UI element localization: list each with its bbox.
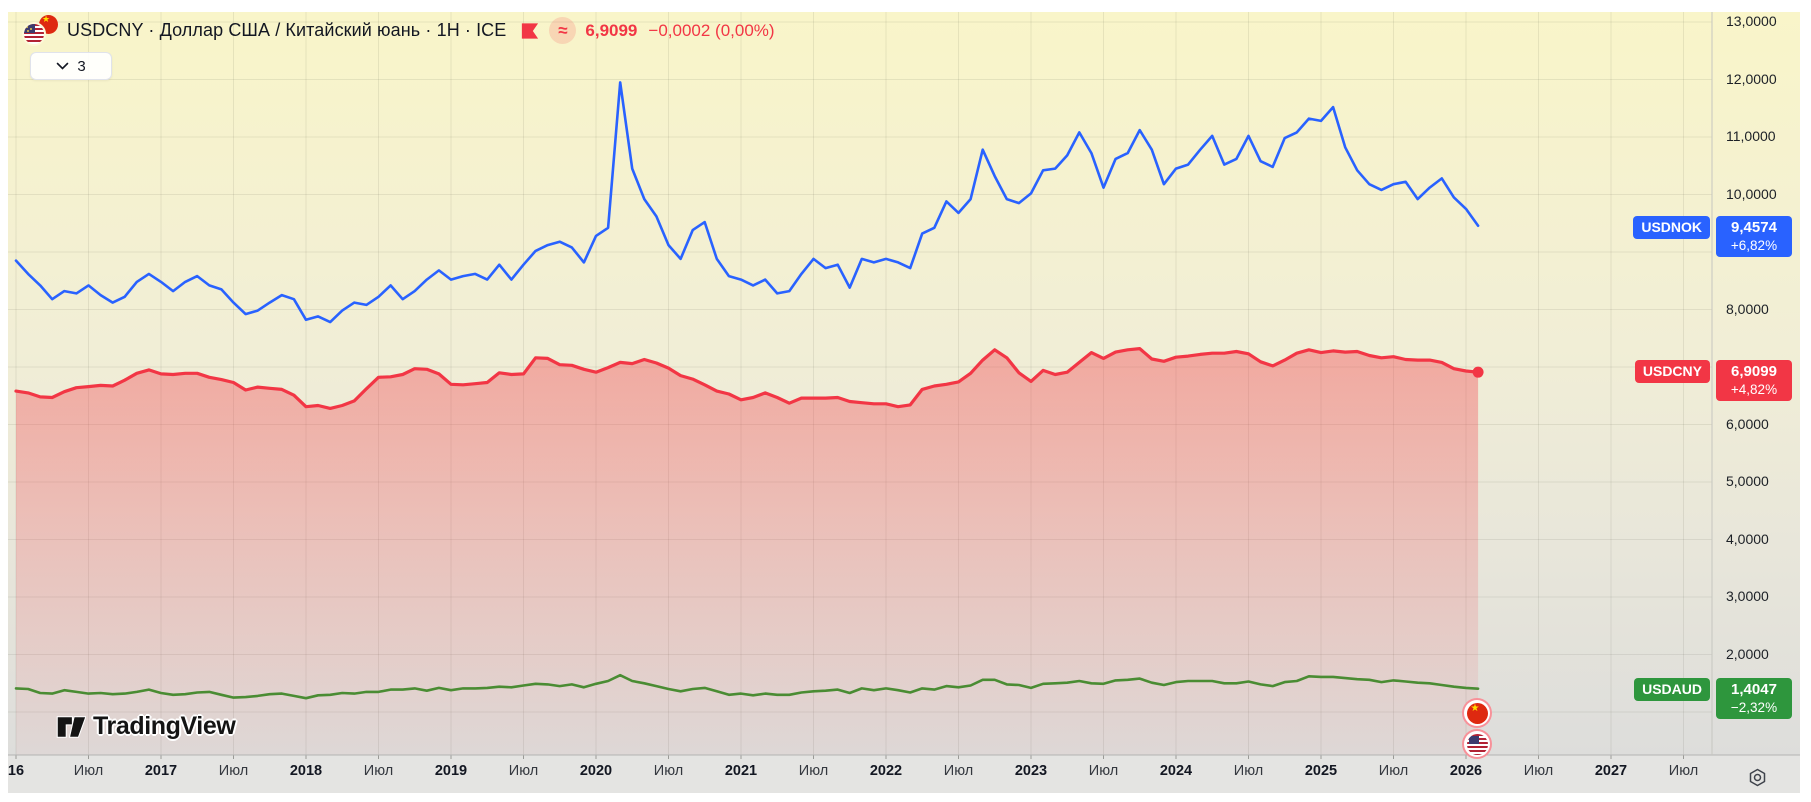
price-axis-label: 12,0000 xyxy=(1726,70,1777,87)
time-axis-label: 2019 xyxy=(434,763,468,779)
time-axis-label: 2025 xyxy=(1304,763,1338,779)
line-usdaud xyxy=(14,673,1480,700)
series-last-price: 9,4574 xyxy=(1731,219,1777,236)
series-last-price: 6,9099 xyxy=(1731,363,1777,380)
us-flag-icon xyxy=(22,22,46,46)
market-closed-flag-icon[interactable] xyxy=(519,20,540,42)
price-axis-label: 11,0000 xyxy=(1726,128,1776,144)
line-usdcny xyxy=(14,347,1480,410)
indicators-count: 3 xyxy=(77,57,86,75)
last-price: 6,9099 xyxy=(585,20,638,40)
time-axis-label: 2027 xyxy=(1594,763,1628,779)
symbol-title[interactable]: USDCNY · Доллар США / Китайский юань · 1… xyxy=(67,20,507,40)
price-axis-label: 3,0000 xyxy=(1726,588,1769,604)
series-change-pct: +4,82% xyxy=(1730,382,1778,397)
price-axis-label: 8,0000 xyxy=(1726,300,1769,317)
time-axis-label: Июл xyxy=(73,763,104,779)
price-axis-label: 4,0000 xyxy=(1726,530,1769,547)
compare-flag-us-icon[interactable] xyxy=(1462,729,1492,759)
time-axis[interactable]: 16 Июл 2017 Июл 2018 Июл 2019 Июл 2020 Июл 2021 Июл… xyxy=(0,763,1811,785)
time-axis-label: 16 xyxy=(7,763,25,779)
time-axis-label: Июл xyxy=(1088,763,1119,779)
indicators-collapse-button[interactable]: 3 xyxy=(30,52,112,80)
price-axis-label: 5,0000 xyxy=(1726,473,1769,489)
price-axis-label: 6,0000 xyxy=(1726,415,1769,432)
series-name-tag[interactable]: USDNOK xyxy=(1633,216,1710,239)
time-axis-label: Июл xyxy=(363,763,394,779)
scale-settings-gear-icon[interactable] xyxy=(1748,768,1767,792)
time-axis-label: 2026 xyxy=(1449,763,1483,779)
line-usdnok xyxy=(14,81,1480,324)
series-value-tag[interactable]: 9,4574 +6,82% xyxy=(1716,216,1792,257)
time-axis-label: Июл xyxy=(943,763,974,779)
time-axis-label: 2020 xyxy=(579,763,613,779)
compare-flag-cn-icon[interactable]: ★ xyxy=(1462,698,1492,728)
time-axis-label: 2024 xyxy=(1159,763,1193,779)
time-axis-label: 2023 xyxy=(1014,763,1048,779)
time-axis-label: Июл xyxy=(1523,763,1554,779)
series-change-pct: +6,82% xyxy=(1730,238,1778,253)
time-axis-strip[interactable] xyxy=(8,755,1800,793)
tradingview-logo-mark-icon xyxy=(56,715,86,738)
chevron-down-icon xyxy=(57,62,69,70)
approx-badge-icon[interactable]: ≈ xyxy=(549,17,577,44)
area-fill-usdcny xyxy=(16,348,1479,755)
price-axis-label: 2,0000 xyxy=(1726,645,1769,662)
tradingview-logo-text: TradingView xyxy=(93,712,236,740)
series-last-price: 1,4047 xyxy=(1731,681,1777,698)
time-axis-label: Июл xyxy=(218,763,249,779)
series-value-tag[interactable]: 6,9099 +4,82% xyxy=(1716,360,1792,401)
time-axis-label: 2022 xyxy=(869,763,903,779)
time-axis-label: 2021 xyxy=(724,763,758,779)
symbol-header: ★ USDCNY · Доллар США / Китайский юань ·… xyxy=(22,15,775,46)
series-name-tag[interactable]: USDAUD xyxy=(1634,678,1710,701)
time-axis-label: 2018 xyxy=(289,763,323,779)
time-axis-label: Июл xyxy=(1378,763,1409,779)
last-price-dot xyxy=(1472,366,1484,378)
time-axis-label: Июл xyxy=(798,763,829,779)
time-axis-label: Июл xyxy=(1233,763,1264,779)
time-axis-label: 2017 xyxy=(144,763,178,779)
price-axis-label: 13,0000 xyxy=(1726,13,1777,29)
price-axis-label: 10,0000 xyxy=(1726,185,1777,202)
price-change: −0,0002 (0,00%) xyxy=(648,20,775,40)
time-axis-label: Июл xyxy=(1668,763,1699,779)
series-change-pct: −2,32% xyxy=(1730,700,1778,715)
series-value-tag[interactable]: 1,4047 −2,32% xyxy=(1716,678,1792,719)
tradingview-logo[interactable]: TradingView xyxy=(56,712,236,741)
series-name-tag[interactable]: USDCNY xyxy=(1634,360,1710,383)
symbol-flags-icon[interactable]: ★ xyxy=(22,15,58,46)
time-axis-label: Июл xyxy=(508,763,539,779)
time-axis-label: Июл xyxy=(653,763,684,779)
